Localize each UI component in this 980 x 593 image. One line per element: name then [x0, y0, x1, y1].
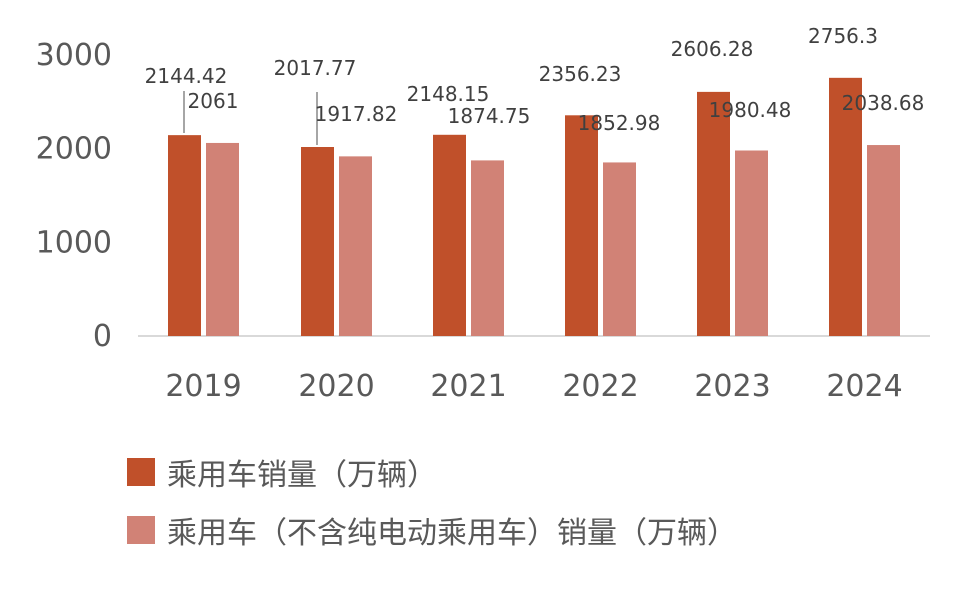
legend-label-2: 乘用车（不含纯电动乘用车）销量（万辆） [167, 516, 737, 551]
data-label-series-1-2023: 2606.28 [671, 37, 754, 61]
bar-series-1-2022 [565, 115, 598, 336]
bar-series-1-2024 [829, 77, 862, 336]
bar-series-2-2023 [735, 150, 768, 336]
legend: 乘用车销量（万辆） 乘用车（不含纯电动乘用车）销量（万辆） [127, 443, 737, 559]
data-label-series-2-2022: 1852.98 [578, 111, 661, 135]
x-tick-label: 2023 [694, 369, 770, 404]
y-tick-label: 2000 [36, 132, 112, 167]
bar-series-2-2019 [206, 142, 239, 336]
data-label-series-2-2020: 1917.82 [315, 102, 398, 126]
y-tick-label: 0 [93, 319, 112, 354]
x-tick-label: 2019 [165, 369, 241, 404]
data-label-series-1-2021: 2148.15 [407, 82, 490, 106]
bar-series-1-2020 [301, 147, 334, 336]
legend-label-1: 乘用车销量（万辆） [167, 458, 437, 493]
legend-item-2: 乘用车（不含纯电动乘用车）销量（万辆） [127, 501, 737, 559]
data-label-series-1-2020: 2017.77 [274, 56, 357, 80]
data-label-series-1-2019: 2144.42 [145, 64, 228, 88]
x-tick-label: 2024 [826, 369, 902, 404]
y-tick-label: 1000 [36, 225, 112, 260]
x-tick-label: 2021 [430, 369, 506, 404]
bar-series-1-2023 [697, 91, 730, 336]
bar-series-2-2021 [471, 160, 504, 336]
bar-series-2-2022 [603, 162, 636, 336]
y-tick-label: 3000 [36, 38, 112, 73]
legend-swatch-2 [127, 516, 155, 544]
data-label-series-2-2019: 2061 [188, 89, 239, 113]
bar-series-2-2020 [339, 156, 372, 336]
legend-item-1: 乘用车销量（万辆） [127, 443, 737, 501]
data-label-series-2-2021: 1874.75 [448, 104, 531, 128]
chart-plot: 0 1000 2000 3000 2019 2020 2021 2022 2023 2024 21… [36, 24, 930, 404]
data-label-series-1-2024: 2756.3 [808, 24, 878, 48]
bar-series-1-2021 [433, 134, 466, 336]
legend-swatch-1 [127, 458, 155, 486]
x-tick-label: 2020 [298, 369, 374, 404]
data-label-series-2-2024: 2038.68 [842, 91, 925, 115]
data-label-series-1-2022: 2356.23 [539, 62, 622, 86]
x-tick-label: 2022 [562, 369, 638, 404]
bar-series-2-2024 [867, 145, 900, 336]
data-label-series-2-2023: 1980.48 [709, 98, 792, 122]
bar-series-1-2019 [168, 135, 201, 336]
